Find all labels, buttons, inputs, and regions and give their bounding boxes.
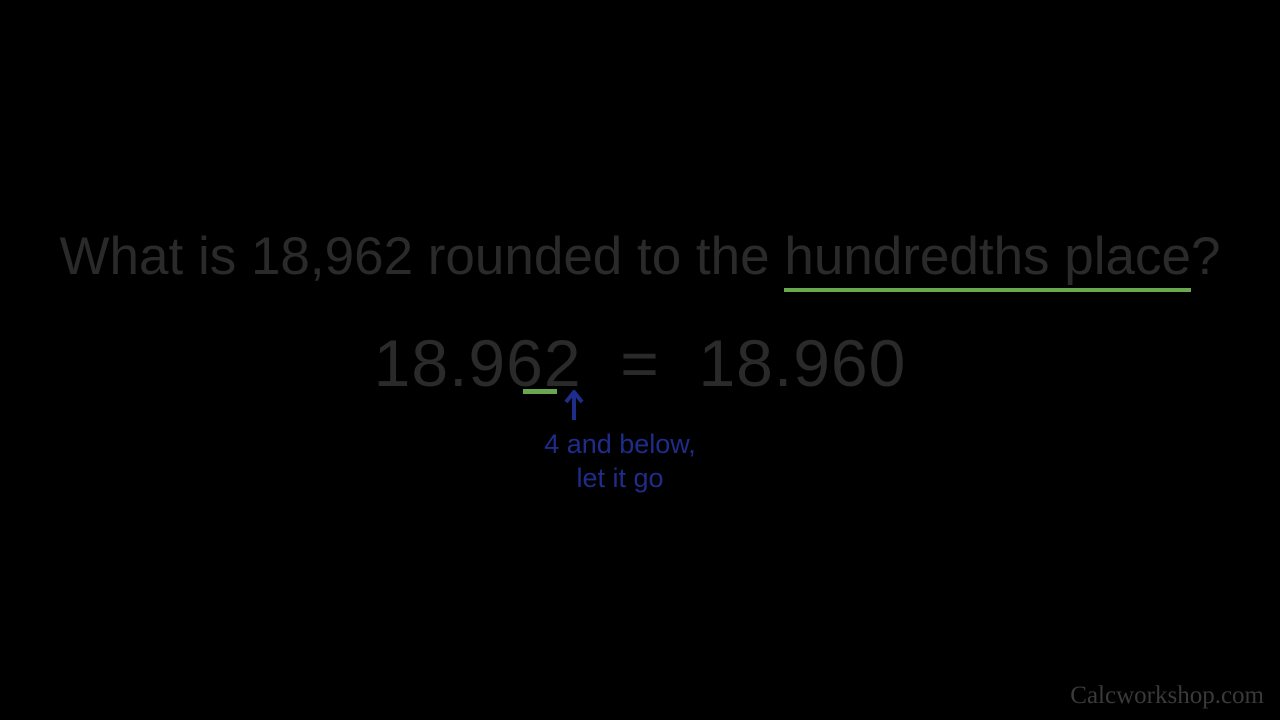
annotation-line2: let it go xyxy=(544,462,696,496)
question-text: What is 18,962 rounded to the hundredths… xyxy=(0,226,1280,287)
equation-right: 18.960 xyxy=(698,326,906,400)
question-underlined: hundredths place xyxy=(784,227,1191,292)
equation-equals: = xyxy=(620,326,660,400)
question-prefix: What is 18,962 rounded to the xyxy=(60,227,785,286)
watermark-text: Calcworkshop.com xyxy=(1070,682,1264,710)
annotation-text: 4 and below, let it go xyxy=(0,428,1280,496)
question-suffix: ? xyxy=(1191,227,1220,286)
annotation-line1: 4 and below, xyxy=(544,428,696,462)
hundredths-digit-underline xyxy=(523,389,557,394)
up-arrow-icon xyxy=(564,390,584,422)
equation-row: 18.962 = 18.960 xyxy=(0,325,1280,401)
